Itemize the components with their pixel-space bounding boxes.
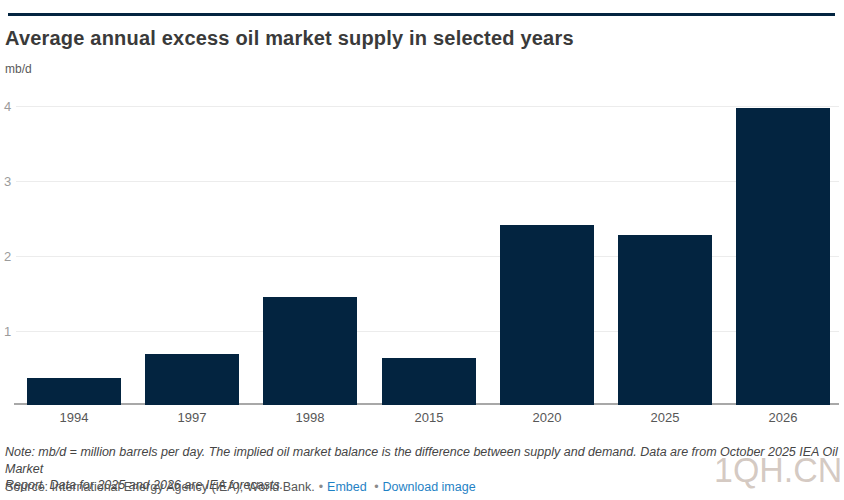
x-axis-label-1994: 1994	[29, 410, 119, 425]
bar-chart-plot-area: 1 2 3 4 1994 1997 1998 2015 2020 2025 2026	[0, 0, 844, 500]
x-axis-label-2026: 2026	[738, 410, 828, 425]
y-axis-tick-label-4: 4	[4, 99, 16, 114]
bar-1998[interactable]	[263, 297, 357, 405]
gridline-1	[16, 331, 839, 332]
x-axis-label-2015: 2015	[384, 410, 474, 425]
y-axis-tick-label-1: 1	[4, 324, 16, 339]
bar-2020[interactable]	[500, 225, 594, 405]
y-axis-tick-label-2: 2	[4, 249, 16, 264]
bar-2025[interactable]	[618, 235, 712, 405]
bar-1994[interactable]	[27, 378, 121, 405]
x-axis-label-2025: 2025	[620, 410, 710, 425]
gridline-4	[16, 106, 839, 107]
source-text: Source: International Energy Agency (IEA…	[5, 480, 315, 494]
y-axis-tick-label-3: 3	[4, 174, 16, 189]
x-axis-label-1998: 1998	[265, 410, 355, 425]
chart-embed: Average annual excess oil market supply …	[0, 0, 844, 500]
gridline-2	[16, 256, 839, 257]
x-axis-label-2020: 2020	[502, 410, 592, 425]
source-row: Source: International Energy Agency (IEA…	[5, 480, 476, 494]
x-axis-label-1997: 1997	[147, 410, 237, 425]
bar-2015[interactable]	[382, 358, 476, 405]
bar-1997[interactable]	[145, 354, 239, 405]
bar-2026[interactable]	[736, 108, 830, 405]
bullet-separator: •	[315, 480, 327, 494]
bullet-separator: •	[370, 480, 382, 494]
download-image-link[interactable]: Download image	[383, 480, 476, 494]
gridline-3	[16, 181, 839, 182]
embed-link[interactable]: Embed	[327, 480, 367, 494]
note-line-1: Note: mb/d = million barrels per day. Th…	[5, 445, 838, 476]
